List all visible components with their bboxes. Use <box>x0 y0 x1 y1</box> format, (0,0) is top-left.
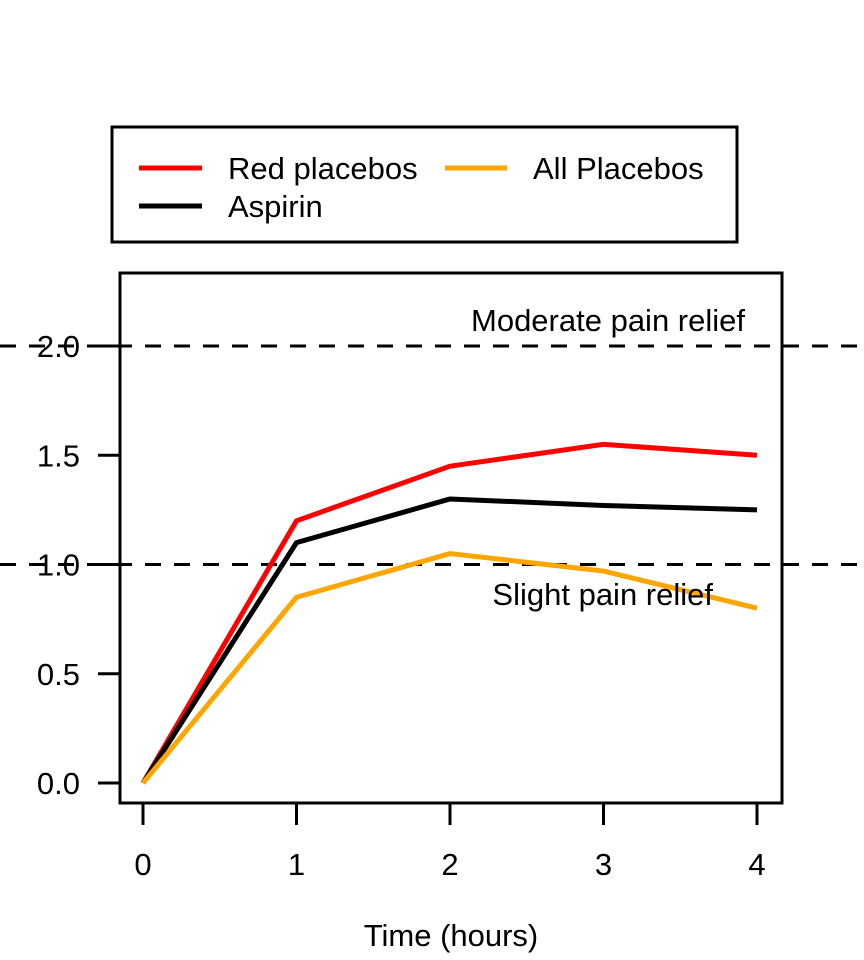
series-line-red-placebos <box>140 441 758 785</box>
x-tick-label: 2 <box>441 847 458 882</box>
x-tick-label: 4 <box>748 847 765 882</box>
y-tick-label: 1.0 <box>37 548 80 583</box>
legend-entry-label: Red placebos <box>228 151 418 186</box>
y-tick-label: 0.5 <box>37 657 80 692</box>
y-tick-label: 2.0 <box>37 329 80 364</box>
legend-entry-label: Aspirin <box>228 189 323 224</box>
x-tick-label: 3 <box>595 847 612 882</box>
threshold-label: Moderate pain relief <box>471 303 745 338</box>
legend-border <box>110 125 739 244</box>
plot-border <box>118 271 784 805</box>
x-axis-title: Time (hours) <box>364 918 539 953</box>
series-line-aspirin <box>140 496 758 785</box>
series-line-all-placebos <box>141 551 758 785</box>
threshold-label: Slight pain relief <box>492 577 713 612</box>
axes: 0.0 0.5 1.0 1.5 2.0 0 1 2 3 4 <box>37 271 784 882</box>
y-tick-label: 0.0 <box>37 766 80 801</box>
annotations: Moderate pain relief Slight pain relief <box>471 303 745 612</box>
y-tick-label: 1.5 <box>37 438 80 473</box>
data-series <box>140 441 758 785</box>
legend-entry-label: All Placebos <box>533 151 704 186</box>
x-tick-label: 1 <box>288 847 305 882</box>
x-tick-label: 0 <box>134 847 151 882</box>
